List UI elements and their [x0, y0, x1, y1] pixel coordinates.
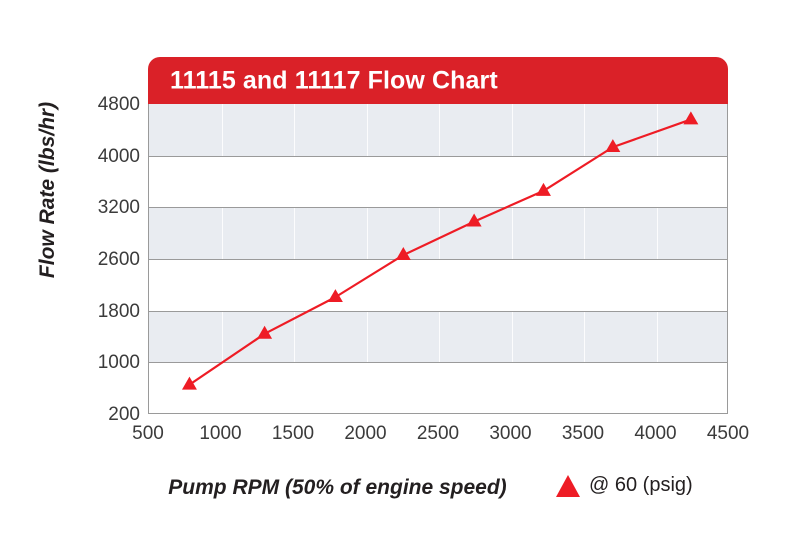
y-axis-ticks: 200 1000 1800 2600 3200 4000 4800 — [60, 95, 140, 424]
series-line — [188, 118, 692, 386]
vertical-gridline — [511, 104, 513, 413]
y-axis-tick-label: 1000 — [97, 352, 140, 374]
data-point-marker — [683, 111, 699, 125]
vertical-gridline — [439, 104, 440, 413]
x-axis-tick-label: 4500 — [706, 423, 750, 444]
data-point-marker — [395, 247, 411, 260]
x-axis-tick-label: 500 — [132, 423, 164, 444]
horizontal-gridline — [149, 155, 727, 157]
gridline-band — [149, 310, 727, 363]
data-point-marker — [605, 139, 621, 153]
x-axis-tick-label: 4000 — [634, 423, 677, 444]
x-axis-tick-label: 2500 — [416, 423, 460, 444]
vertical-gridline — [294, 104, 295, 413]
chart-title: 11115 and 11117 Flow Chart — [170, 66, 498, 94]
y-axis-tick-label: 200 — [108, 404, 140, 425]
data-series-layer — [181, 111, 699, 390]
data-point-marker — [466, 213, 482, 227]
horizontal-gridline — [149, 362, 727, 364]
chart-legend: @ 60 (psig) — [556, 474, 693, 497]
data-point-marker — [257, 325, 273, 339]
y-axis-tick-label: 2600 — [97, 249, 140, 270]
x-axis-tick-label: 1000 — [199, 423, 242, 444]
gridline-band — [149, 207, 727, 259]
y-axis-tick-label: 4000 — [97, 145, 140, 167]
x-axis-tick-label: 3500 — [561, 423, 605, 444]
plot-area — [148, 104, 728, 414]
data-point-marker — [181, 376, 197, 390]
x-axis-tick-label: 3000 — [489, 423, 532, 444]
y-axis-tick-label: 4800 — [97, 94, 140, 115]
legend-label: @ 60 (psig) — [589, 474, 693, 496]
triangle-up-icon — [556, 474, 580, 497]
vertical-gridline — [221, 104, 223, 413]
horizontal-gridline — [149, 259, 727, 260]
y-axis-tick-label: 3200 — [97, 197, 140, 219]
vertical-gridline — [366, 104, 368, 413]
vertical-gridline — [584, 104, 585, 413]
y-axis-tick-label: 1800 — [97, 300, 140, 322]
vertical-gridline — [656, 104, 658, 413]
horizontal-gridline — [149, 310, 727, 312]
gridline-band — [149, 104, 727, 156]
data-point-marker — [536, 182, 551, 196]
data-point-marker — [327, 289, 343, 303]
x-axis-tick-label: 2000 — [344, 423, 387, 444]
x-axis-tick-label: 1500 — [271, 423, 315, 444]
y-axis-title: Flow Rate (lbs/hr) — [36, 101, 59, 279]
horizontal-gridline — [149, 207, 727, 209]
x-axis-ticks: 500 1000 1500 2000 2500 3000 3500 4000 4500 — [132, 423, 749, 450]
x-axis-title: Pump RPM (50% of engine speed) — [168, 476, 507, 499]
chart-title-banner: 11115 and 11117 Flow Chart — [148, 57, 728, 104]
